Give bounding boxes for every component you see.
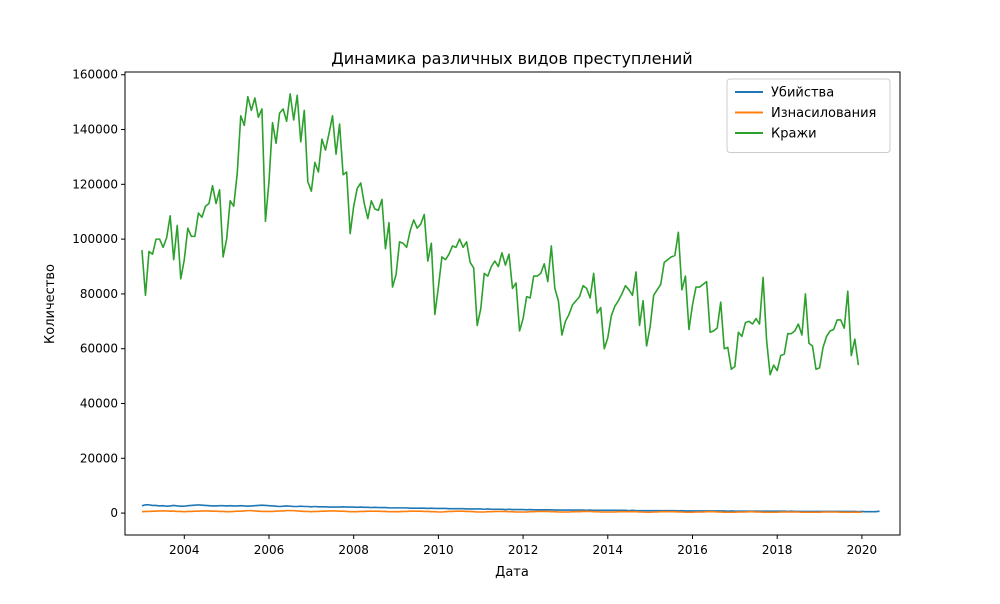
series-line-2 — [141, 93, 860, 376]
y-tick-label: 100000 — [72, 232, 118, 246]
x-axis-label: Дата — [495, 565, 529, 580]
legend-label: Кражи — [771, 127, 817, 142]
y-tick-label: 160000 — [72, 68, 118, 82]
plot-frame — [124, 71, 901, 536]
x-tick-label: 2010 — [423, 543, 454, 557]
legend-box — [726, 78, 891, 153]
x-tick-label: 2008 — [338, 543, 369, 557]
chart-title: Динамика различных видов преступлений — [331, 49, 692, 68]
x-tick-label: 2018 — [762, 543, 793, 557]
x-tick-label: 2014 — [593, 543, 624, 557]
y-tick-label: 140000 — [72, 123, 118, 137]
legend: Убийства Изнасилования Кражи — [726, 78, 891, 153]
x-tick-label: 2016 — [677, 543, 708, 557]
y-tick-label: 0 — [110, 506, 118, 520]
x-tick-label: 2020 — [847, 543, 878, 557]
y-tick-label: 20000 — [80, 451, 118, 465]
legend-label: Изнасилования — [771, 106, 876, 121]
series-line-0 — [141, 504, 880, 513]
y-tick-label: 60000 — [80, 342, 118, 356]
x-tick-label: 2006 — [254, 543, 285, 557]
y-axis-label: Количество — [43, 264, 58, 344]
y-tick-label: 80000 — [80, 287, 118, 301]
series-line-1 — [141, 509, 862, 514]
y-tick-label: 120000 — [72, 177, 118, 191]
y-tick-label: 40000 — [80, 396, 118, 410]
series-layer — [141, 93, 880, 514]
x-tick-label: 2004 — [169, 543, 200, 557]
y-axis: 0 20000 40000 60000 80000 100000 120000 140000 1… — [72, 68, 125, 520]
x-tick-label: 2012 — [508, 543, 539, 557]
legend-label: Убийства — [771, 86, 834, 101]
x-axis: 2004 2006 2008 2010 2012 2014 2016 2018 2020 — [169, 535, 877, 557]
